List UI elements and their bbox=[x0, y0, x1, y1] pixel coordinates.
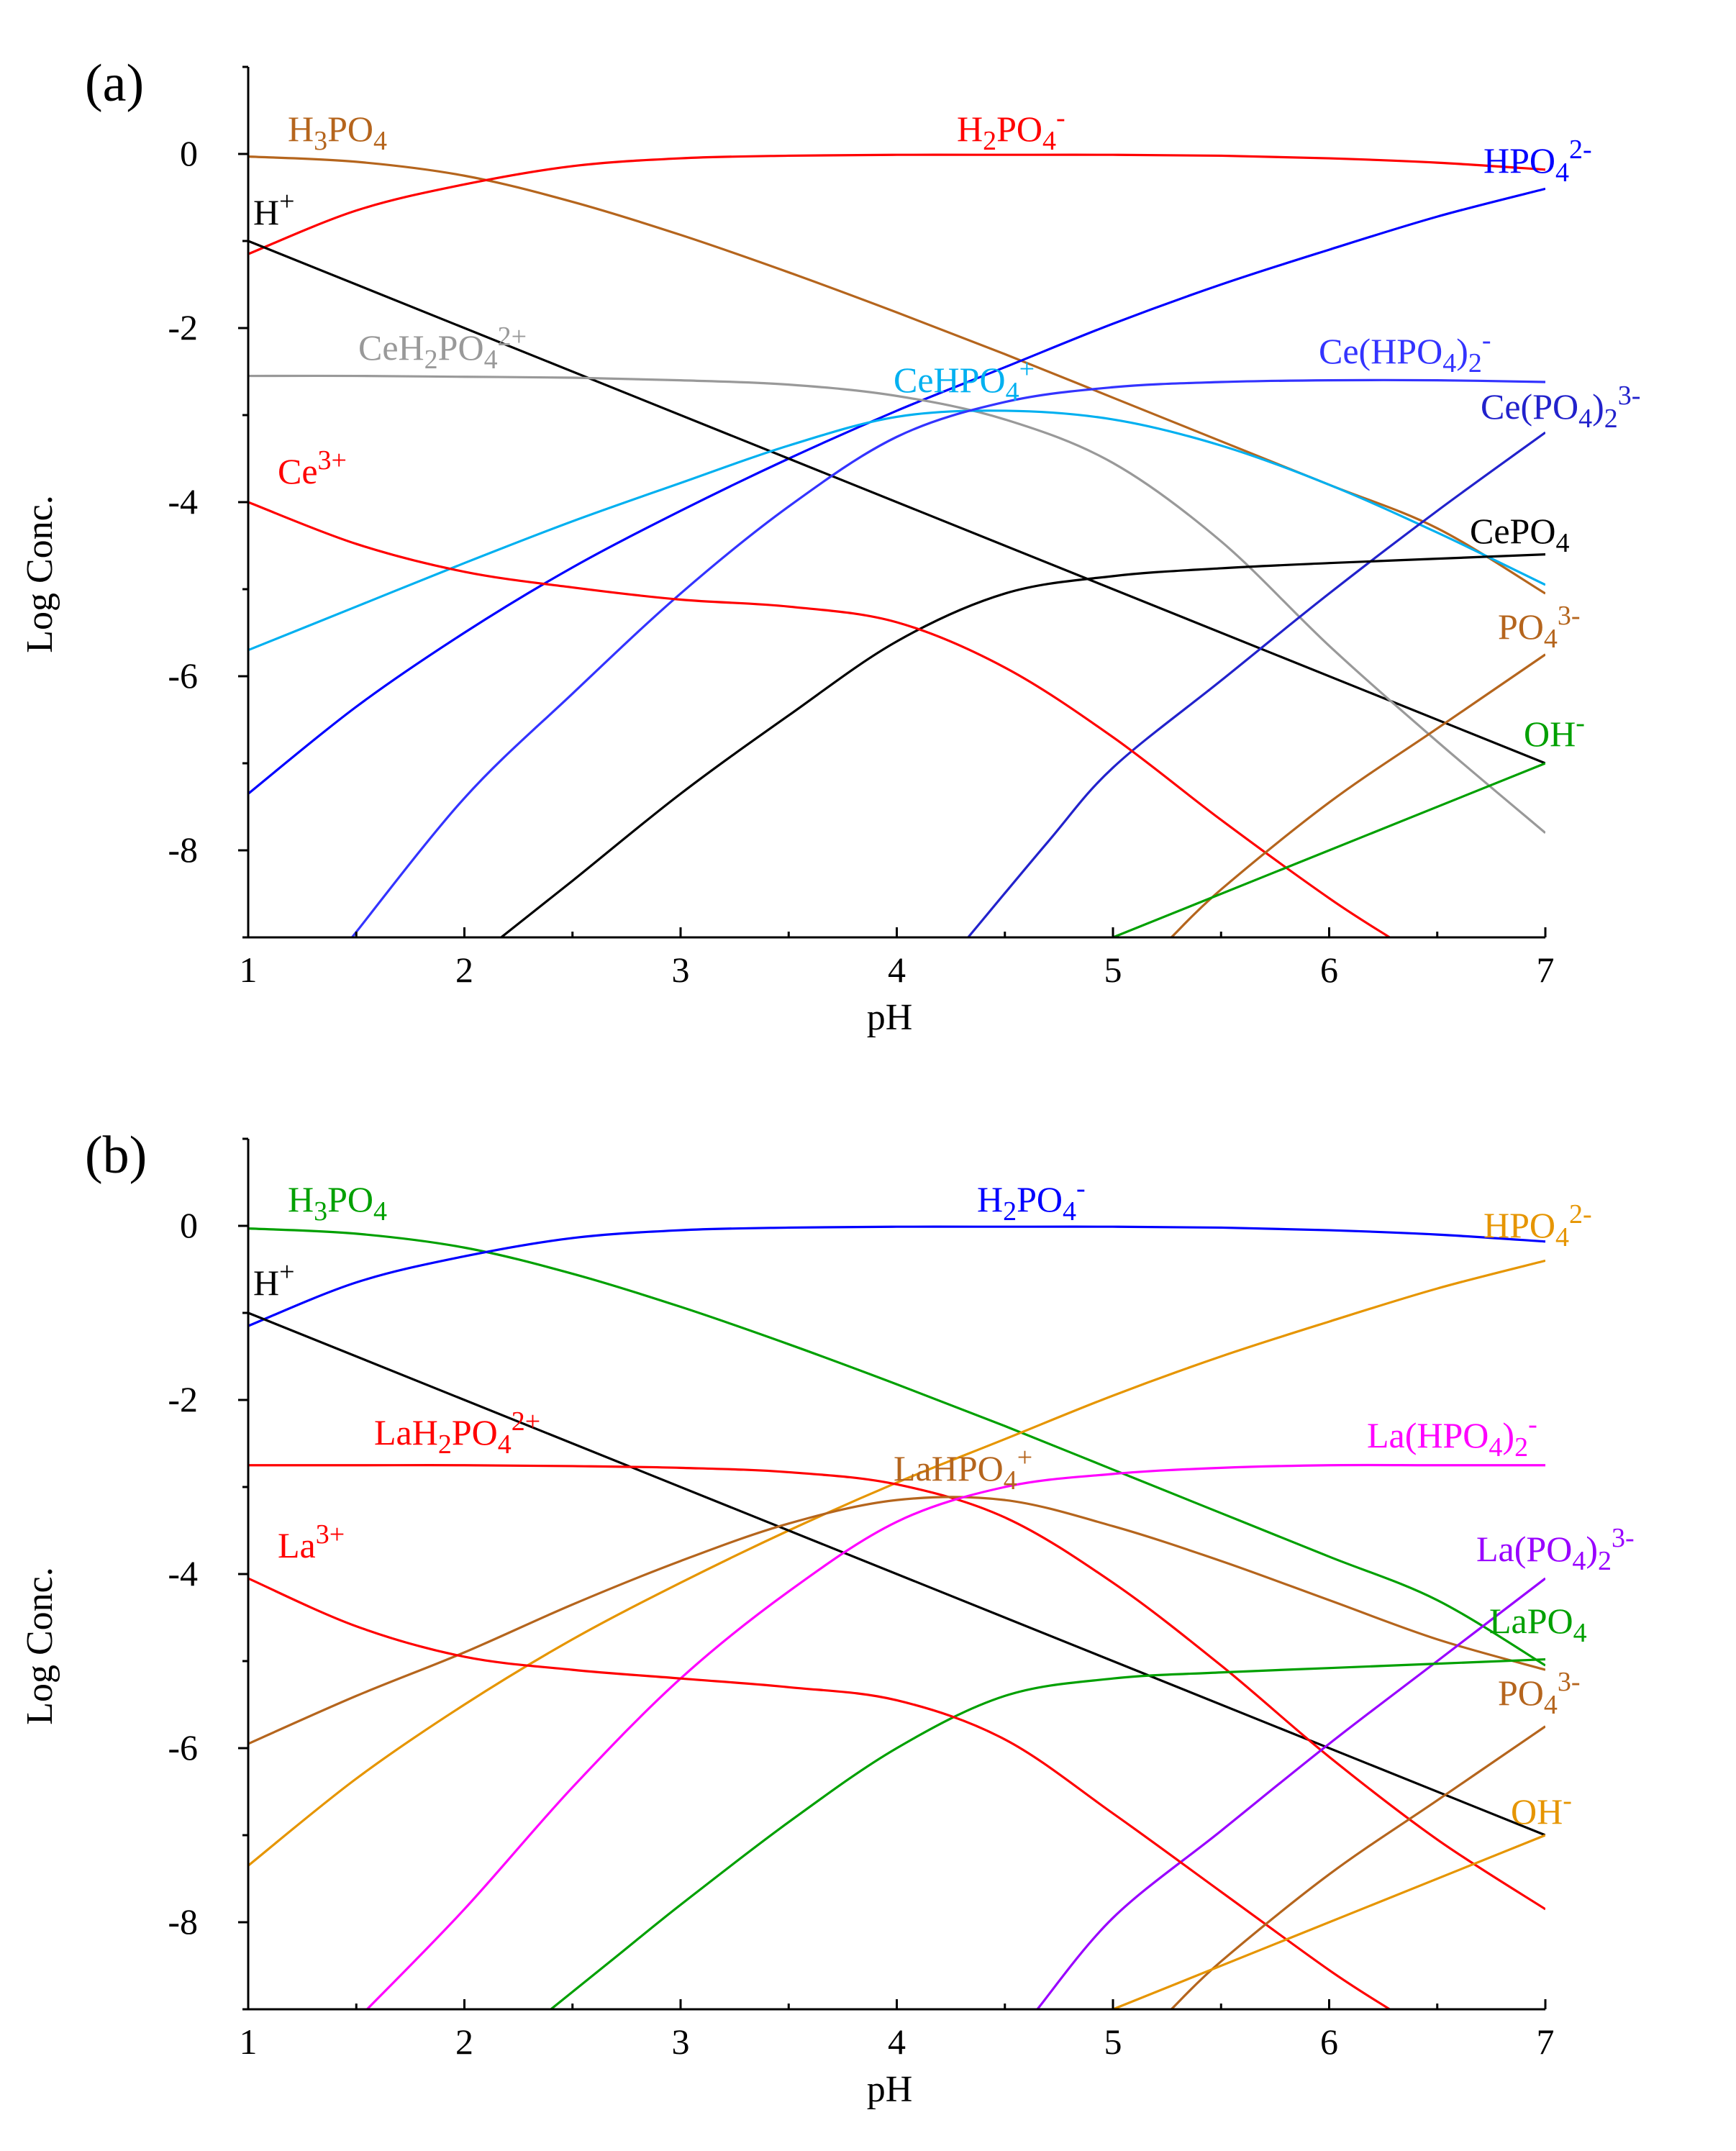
species-label: LaPO4 bbox=[1489, 1601, 1587, 1648]
series-line-oh- bbox=[1112, 762, 1545, 937]
chart-panel-b: (b) 0 -2 -4 -6 -8 1 2 3 4 5 6 7 pH Log Conc. H+ H3PO4 H2P… bbox=[19, 1126, 1635, 2110]
series-line-lah2po4-2- bbox=[248, 1464, 1545, 1911]
y-tick-label: -8 bbox=[168, 1901, 198, 1942]
species-label: La3+ bbox=[278, 1519, 345, 1565]
x-axis-title: pH bbox=[867, 997, 913, 1038]
x-tick-label: 3 bbox=[672, 2022, 690, 2062]
x-tick-label: 7 bbox=[1537, 950, 1555, 990]
x-tick-label: 4 bbox=[888, 950, 906, 990]
series-line-la-hpo4-2- bbox=[366, 1463, 1545, 2009]
y-tick-label: -4 bbox=[168, 1553, 198, 1593]
species-label: H3PO4 bbox=[288, 109, 387, 156]
series-line-h2po4- bbox=[248, 153, 1545, 255]
x-tick-label: 3 bbox=[672, 950, 690, 990]
y-tick-label: -6 bbox=[168, 1727, 198, 1768]
series-line-h- bbox=[248, 240, 1545, 765]
species-label: H+ bbox=[253, 186, 295, 232]
series-line-cepo4 bbox=[500, 553, 1545, 937]
series-line-lapo4 bbox=[550, 1657, 1545, 2009]
y-axis-title: Log Conc. bbox=[19, 1567, 60, 1725]
species-label: H2PO4- bbox=[957, 103, 1065, 156]
species-label: H2PO4- bbox=[977, 1173, 1086, 1227]
species-label: LaH2PO42+ bbox=[374, 1406, 540, 1460]
series-line-lahpo4- bbox=[248, 1496, 1545, 1745]
species-label: La(PO4)23- bbox=[1476, 1523, 1635, 1576]
species-label: CeHPO4+ bbox=[894, 354, 1035, 407]
x-axis-title: pH bbox=[867, 2069, 913, 2110]
y-axis-title: Log Conc. bbox=[19, 495, 60, 653]
species-label: CePO4 bbox=[1470, 511, 1569, 558]
species-label: La(HPO4)2- bbox=[1367, 1409, 1537, 1463]
y-tick-label: -2 bbox=[168, 307, 198, 347]
species-label: LaHPO4+ bbox=[894, 1442, 1032, 1496]
x-tick-label: 2 bbox=[455, 2022, 473, 2062]
species-label: Ce3+ bbox=[278, 445, 347, 491]
series-line-oh- bbox=[1112, 1834, 1545, 2009]
x-tick-label: 6 bbox=[1320, 2022, 1338, 2062]
y-tick-label: -8 bbox=[168, 829, 198, 870]
series-line-h2po4- bbox=[248, 1225, 1545, 1327]
x-tick-label: 5 bbox=[1104, 950, 1122, 990]
series-line-h3po4 bbox=[248, 1227, 1545, 1667]
series-line-la-po4-2-3- bbox=[1036, 1577, 1545, 2009]
x-tick-label: 2 bbox=[455, 950, 473, 990]
species-label: CeH2PO42+ bbox=[358, 322, 527, 375]
species-label: Ce(PO4)23- bbox=[1481, 381, 1640, 434]
series-line-cehpo4- bbox=[248, 409, 1545, 652]
species-label: PO43- bbox=[1498, 601, 1581, 654]
series-line-po4-3- bbox=[1171, 1725, 1545, 2009]
species-label: Ce(HPO4)2- bbox=[1319, 325, 1491, 378]
series-line-ce-po4-2-3- bbox=[967, 431, 1545, 937]
species-label: HPO42- bbox=[1483, 1199, 1592, 1252]
series-line-h- bbox=[248, 1311, 1545, 1837]
panel-label: (b) bbox=[85, 1126, 147, 1185]
series-line-hpo4-2- bbox=[248, 187, 1545, 795]
x-tick-label: 7 bbox=[1537, 2022, 1555, 2062]
species-label: H3PO4 bbox=[288, 1179, 387, 1227]
species-label: HPO42- bbox=[1483, 135, 1592, 188]
panel-label: (a) bbox=[85, 54, 144, 113]
x-tick-label: 1 bbox=[240, 950, 258, 990]
series-group bbox=[248, 1225, 1545, 2009]
chart-panel-a: (a) 0 -2 -4 -6 -8 1 2 3 4 5 6 7 pH Log Conc. H+ H3PO4 H2P… bbox=[19, 54, 1640, 1038]
series-group bbox=[248, 153, 1545, 937]
series-line-ce-hpo4-2- bbox=[350, 378, 1545, 937]
y-tick-label: 0 bbox=[180, 133, 198, 173]
x-tick-label: 1 bbox=[240, 2022, 258, 2062]
series-line-ceh2po4-2- bbox=[248, 374, 1545, 835]
x-tick-label: 5 bbox=[1104, 2022, 1122, 2062]
y-tick-label: 0 bbox=[180, 1205, 198, 1245]
series-line-la3- bbox=[248, 1577, 1391, 2009]
y-tick-label: -2 bbox=[168, 1379, 198, 1419]
species-label: H+ bbox=[253, 1257, 295, 1303]
x-tick-label: 6 bbox=[1320, 950, 1338, 990]
species-label: OH- bbox=[1511, 1786, 1572, 1832]
species-label: PO43- bbox=[1498, 1667, 1581, 1720]
y-tick-label: -6 bbox=[168, 655, 198, 696]
y-tick-label: -4 bbox=[168, 481, 198, 522]
series-line-hpo4-2- bbox=[248, 1259, 1545, 1867]
series-line-ce3- bbox=[248, 501, 1391, 937]
species-label: OH- bbox=[1524, 708, 1585, 754]
series-line-po4-3- bbox=[1171, 653, 1545, 937]
x-tick-label: 4 bbox=[888, 2022, 906, 2062]
